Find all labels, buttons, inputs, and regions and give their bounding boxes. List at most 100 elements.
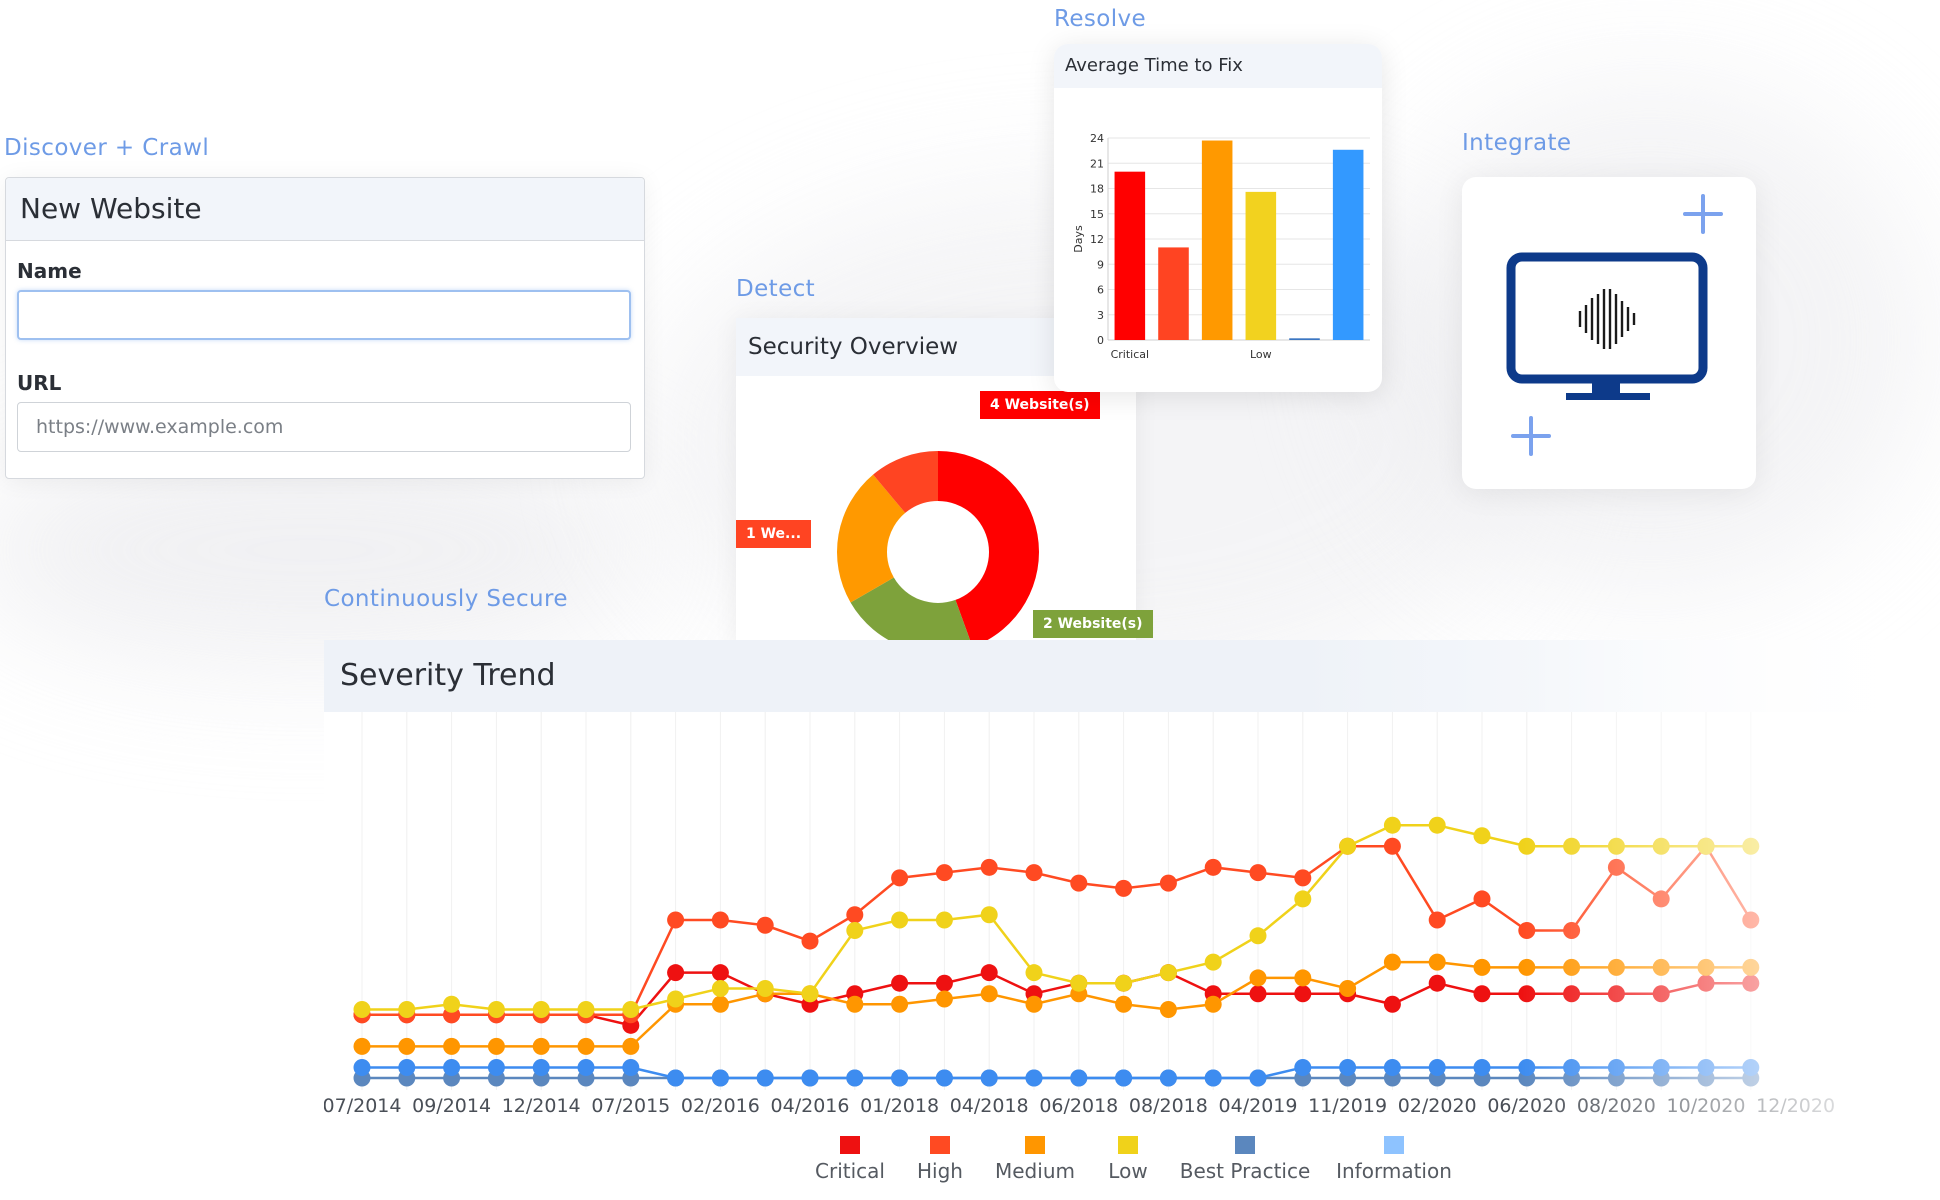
trend-point-high[interactable] <box>1473 890 1491 908</box>
trend-point-information[interactable] <box>1383 1058 1401 1076</box>
trend-point-information[interactable] <box>1115 1069 1133 1087</box>
trend-point-medium[interactable] <box>1383 953 1401 971</box>
badge-critical-websites[interactable]: 4 Website(s) <box>980 391 1100 419</box>
trend-point-low[interactable] <box>1294 890 1312 908</box>
trend-point-high[interactable] <box>891 869 909 887</box>
trend-point-medium[interactable] <box>532 1037 550 1055</box>
trend-point-medium[interactable] <box>1428 953 1446 971</box>
url-input[interactable] <box>17 402 631 452</box>
trend-point-information[interactable] <box>1070 1069 1088 1087</box>
trend-point-low[interactable] <box>487 1001 505 1019</box>
trend-point-low[interactable] <box>532 1001 550 1019</box>
trend-point-information[interactable] <box>667 1069 685 1087</box>
donut-slice-medium[interactable] <box>837 474 906 603</box>
badge-good-websites[interactable]: 2 Website(s) <box>1033 610 1153 638</box>
trend-point-low[interactable] <box>1607 837 1625 855</box>
legend-swatch[interactable] <box>1118 1136 1138 1154</box>
trend-point-information[interactable] <box>1294 1058 1312 1076</box>
trend-point-critical[interactable] <box>1428 974 1446 992</box>
trend-point-information[interactable] <box>935 1069 953 1087</box>
trend-point-medium[interactable] <box>1697 958 1715 976</box>
trend-point-high[interactable] <box>1652 890 1670 908</box>
trend-point-medium[interactable] <box>1249 969 1267 987</box>
trend-point-low[interactable] <box>1025 964 1043 982</box>
trend-point-low[interactable] <box>1249 927 1267 945</box>
trend-point-information[interactable] <box>487 1058 505 1076</box>
legend-swatch[interactable] <box>1025 1136 1045 1154</box>
trend-point-high[interactable] <box>756 916 774 934</box>
trend-point-medium[interactable] <box>1652 958 1670 976</box>
trend-point-information[interactable] <box>1473 1058 1491 1076</box>
name-input[interactable] <box>17 290 631 340</box>
bar-high[interactable] <box>1158 247 1189 340</box>
trend-point-medium[interactable] <box>1025 995 1043 1013</box>
trend-point-medium[interactable] <box>891 995 909 1013</box>
trend-point-high[interactable] <box>1115 879 1133 897</box>
trend-point-medium[interactable] <box>846 995 864 1013</box>
trend-point-critical[interactable] <box>980 964 998 982</box>
trend-point-medium[interactable] <box>935 990 953 1008</box>
trend-point-information[interactable] <box>801 1069 819 1087</box>
trend-point-information[interactable] <box>1249 1069 1267 1087</box>
donut-slice-good[interactable] <box>850 577 973 649</box>
trend-point-medium[interactable] <box>1115 995 1133 1013</box>
bar-critical[interactable] <box>1114 171 1146 340</box>
trend-point-medium[interactable] <box>980 985 998 1003</box>
trend-point-information[interactable] <box>398 1058 416 1076</box>
bar-medium[interactable] <box>1201 140 1233 340</box>
trend-point-high[interactable] <box>1294 869 1312 887</box>
trend-point-high[interactable] <box>846 906 864 924</box>
trend-point-low[interactable] <box>1742 837 1760 855</box>
trend-point-low[interactable] <box>398 1001 416 1019</box>
trend-point-information[interactable] <box>1652 1058 1670 1076</box>
trend-point-low[interactable] <box>846 922 864 940</box>
trend-point-high[interactable] <box>980 858 998 876</box>
trend-point-low[interactable] <box>935 911 953 929</box>
trend-point-medium[interactable] <box>1339 979 1357 997</box>
trend-point-information[interactable] <box>891 1069 909 1087</box>
trend-point-critical[interactable] <box>891 974 909 992</box>
legend-label[interactable]: Critical <box>815 1159 885 1183</box>
trend-point-medium[interactable] <box>1204 995 1222 1013</box>
trend-point-information[interactable] <box>1563 1058 1581 1076</box>
trend-point-medium[interactable] <box>1473 958 1491 976</box>
trend-point-critical[interactable] <box>1249 985 1267 1003</box>
legend-label[interactable]: High <box>917 1159 963 1183</box>
trend-point-low[interactable] <box>891 911 909 929</box>
legend-label[interactable]: Best Practice <box>1180 1159 1311 1183</box>
trend-point-information[interactable] <box>443 1058 461 1076</box>
trend-point-high[interactable] <box>1025 864 1043 882</box>
bar-low[interactable] <box>1245 191 1277 340</box>
trend-point-low[interactable] <box>622 1001 640 1019</box>
badge-high-websites[interactable]: 1 We... <box>736 520 812 548</box>
trend-point-information[interactable] <box>711 1069 729 1087</box>
legend-swatch[interactable] <box>1235 1136 1255 1154</box>
trend-point-critical[interactable] <box>1607 985 1625 1003</box>
bar-best-practice[interactable] <box>1289 338 1320 340</box>
trend-point-information[interactable] <box>353 1058 371 1076</box>
trend-point-low[interactable] <box>1115 974 1133 992</box>
trend-point-information[interactable] <box>1339 1058 1357 1076</box>
trend-point-low[interactable] <box>1204 953 1222 971</box>
trend-point-high[interactable] <box>1070 874 1088 892</box>
trend-point-critical[interactable] <box>1383 995 1401 1013</box>
trend-point-low[interactable] <box>577 1001 595 1019</box>
trend-point-critical[interactable] <box>1563 985 1581 1003</box>
trend-point-low[interactable] <box>667 990 685 1008</box>
legend-swatch[interactable] <box>930 1136 950 1154</box>
legend-label[interactable]: Low <box>1108 1159 1147 1183</box>
trend-point-low[interactable] <box>980 906 998 924</box>
trend-point-information[interactable] <box>1204 1069 1222 1087</box>
trend-point-information[interactable] <box>846 1069 864 1087</box>
trend-point-medium[interactable] <box>1607 958 1625 976</box>
trend-point-high[interactable] <box>1249 864 1267 882</box>
trend-point-low[interactable] <box>1383 816 1401 834</box>
trend-point-information[interactable] <box>1697 1058 1715 1076</box>
trend-point-information[interactable] <box>1742 1058 1760 1076</box>
trend-point-high[interactable] <box>1383 837 1401 855</box>
trend-point-high[interactable] <box>1204 858 1222 876</box>
trend-point-low[interactable] <box>1652 837 1670 855</box>
trend-point-high[interactable] <box>667 911 685 929</box>
trend-point-medium[interactable] <box>1563 958 1581 976</box>
trend-point-medium[interactable] <box>1518 958 1536 976</box>
